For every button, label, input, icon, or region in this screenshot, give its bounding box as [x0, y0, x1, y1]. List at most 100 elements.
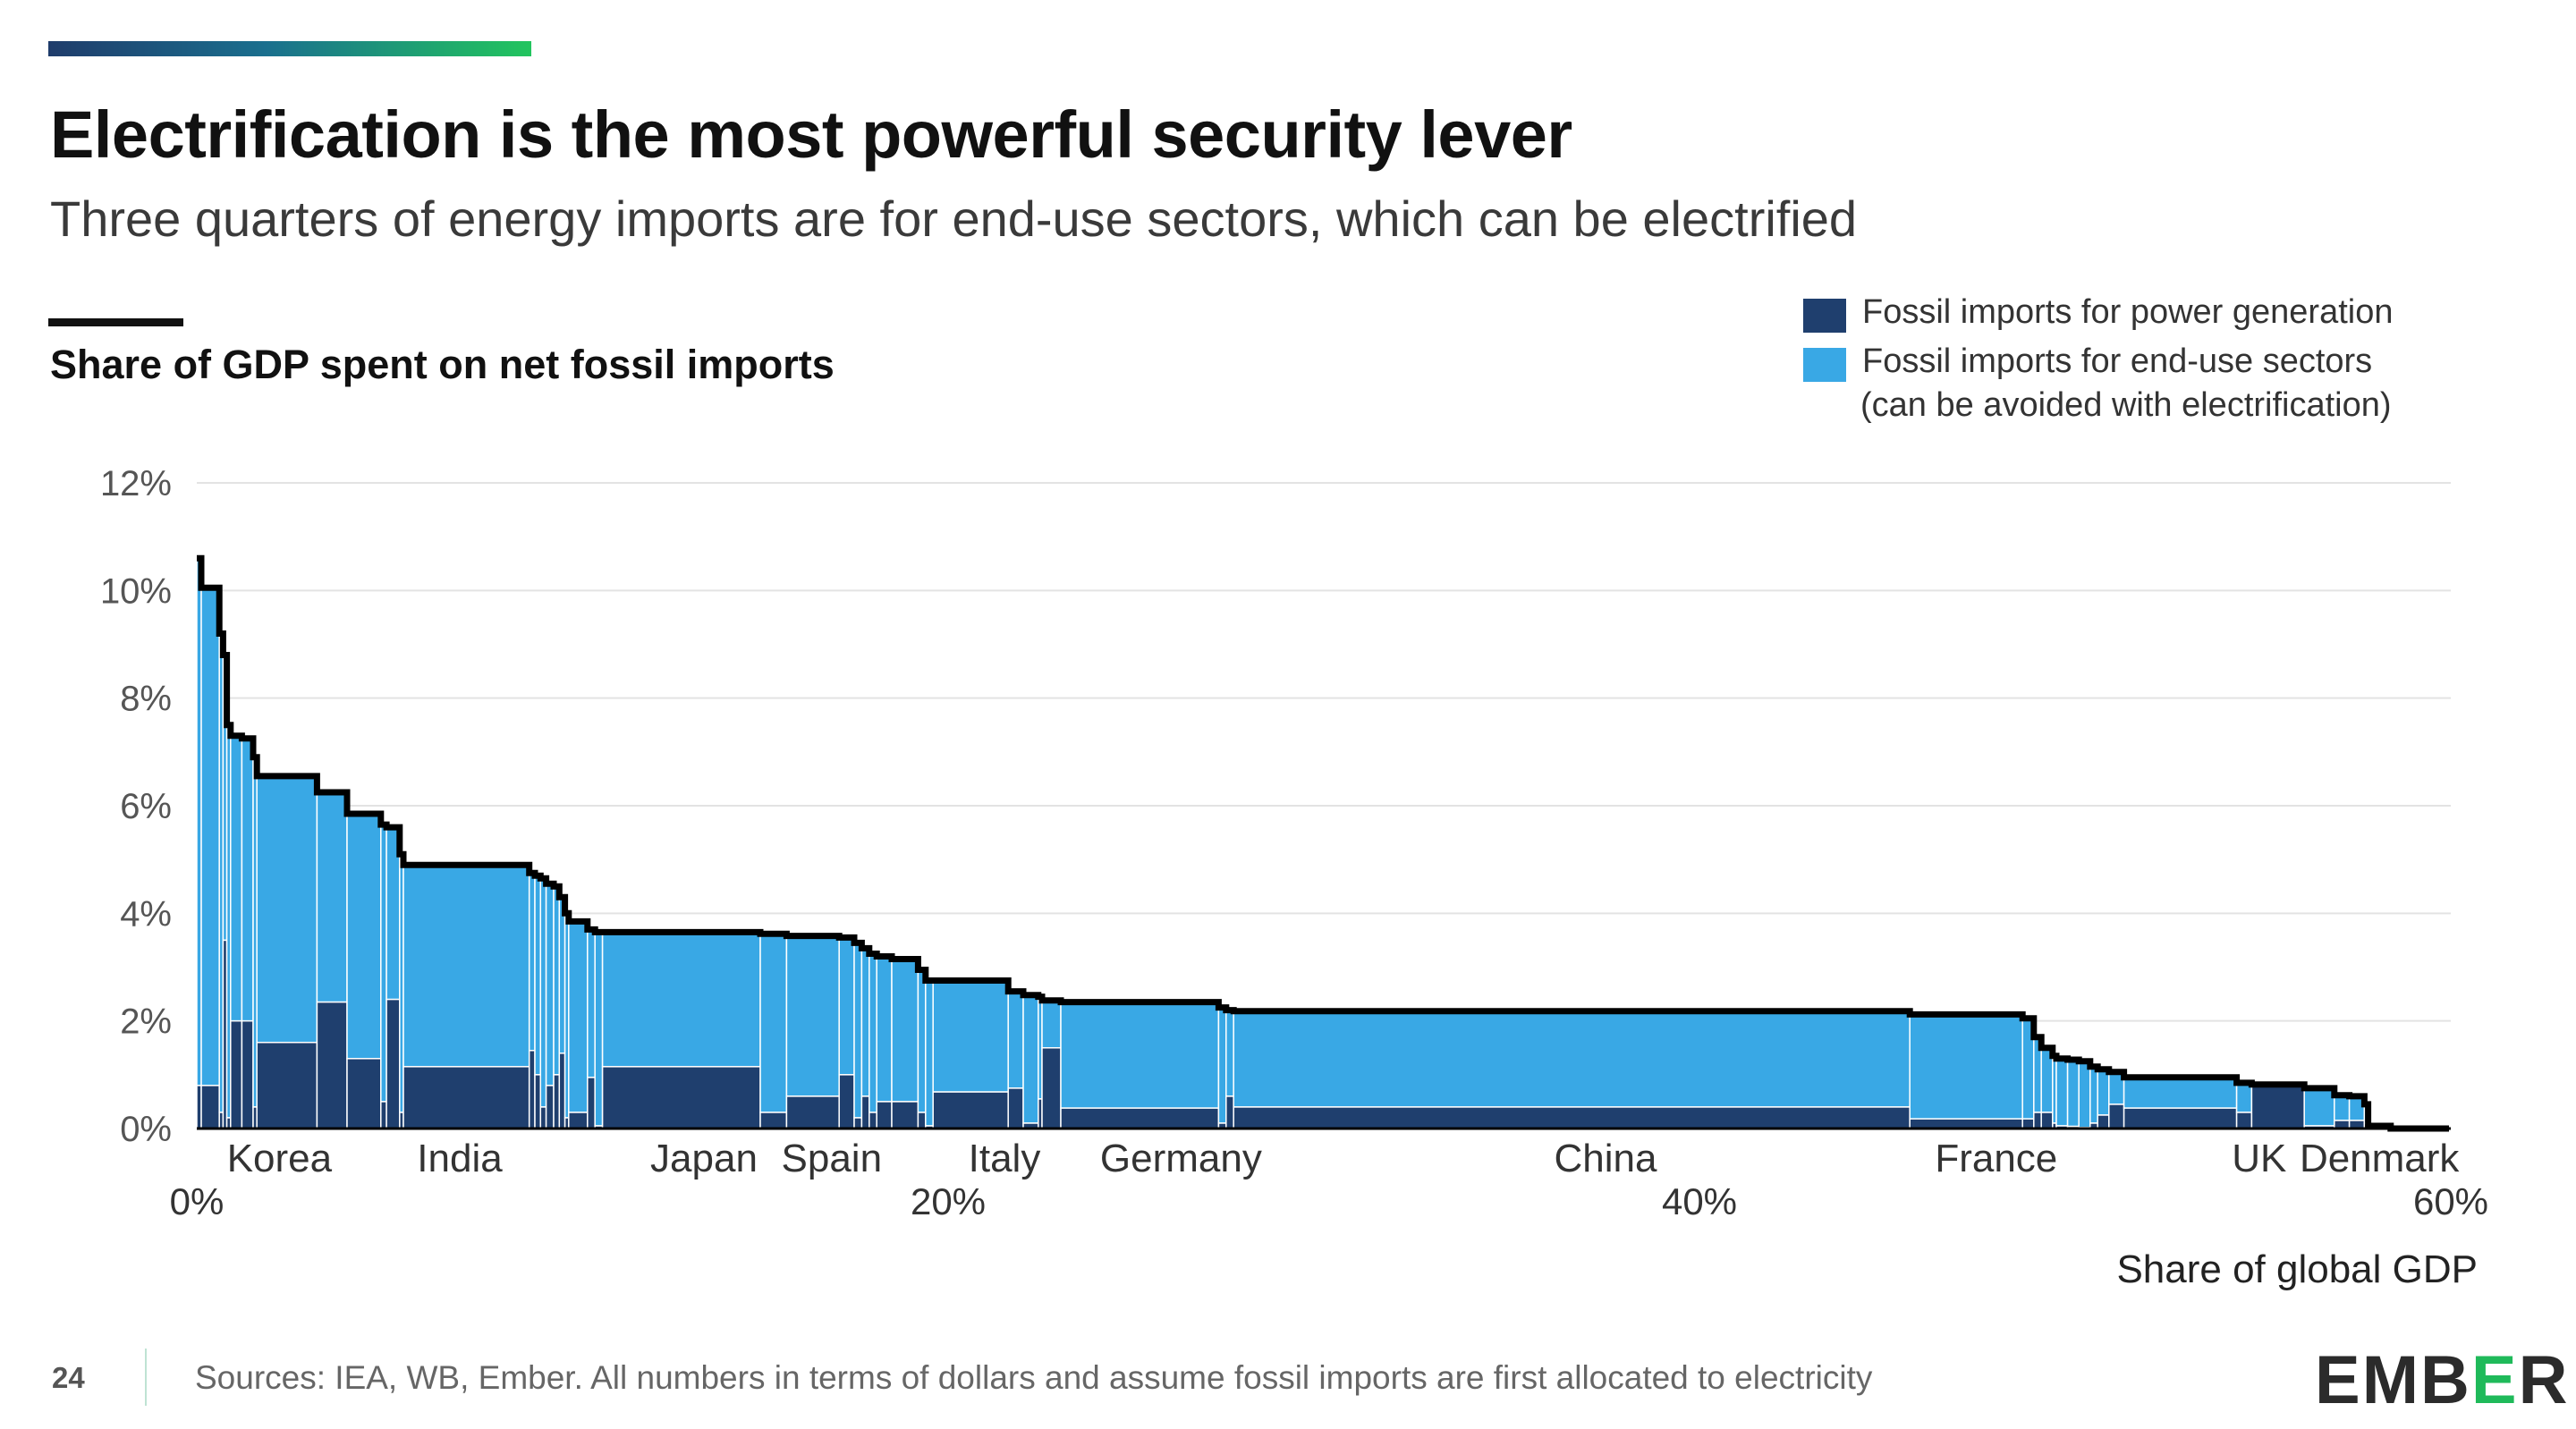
legend-label-enduse: Fossil imports for end-use sectors [1862, 342, 2373, 380]
bar-enduse [558, 896, 566, 1054]
bar-power [241, 1019, 254, 1129]
bar-enduse [853, 942, 863, 1119]
legend-swatch-power [1803, 299, 1846, 333]
bar-power [587, 1077, 596, 1129]
bar-enduse [241, 738, 254, 1022]
bar-enduse [838, 936, 855, 1076]
bar-power [876, 1101, 893, 1129]
bar-power [316, 1001, 348, 1129]
total-outline [197, 554, 2449, 1132]
bar-enduse [534, 875, 542, 1076]
bar-enduse [1217, 1006, 1227, 1124]
bar-power [1007, 1087, 1024, 1129]
y-tick-label: 6% [120, 787, 172, 826]
bar-power [2250, 1086, 2305, 1129]
bar-enduse [1225, 1009, 1234, 1097]
logo-accent-letter: E [2470, 1342, 2519, 1418]
bar-enduse [587, 928, 596, 1078]
bar-enduse [891, 958, 919, 1103]
footer-divider [145, 1349, 147, 1406]
bar-enduse [601, 931, 761, 1068]
y-tick-label: 10% [100, 571, 172, 611]
legend-swatch-enduse [1803, 348, 1846, 382]
country-label: Spain [782, 1137, 883, 1180]
bar-power [601, 1066, 761, 1129]
logo-text-left: EMB [2315, 1342, 2471, 1418]
y-tick-label: 12% [100, 464, 172, 503]
bar-power [200, 1085, 220, 1129]
bar-power [230, 1019, 243, 1129]
bar-enduse [402, 864, 530, 1068]
chart-heading: Share of GDP spent on net fossil imports [50, 342, 835, 387]
bar-enduse [2123, 1077, 2238, 1109]
bar-power [785, 1095, 840, 1129]
bar-enduse [1022, 994, 1039, 1124]
logo-text-right: R [2518, 1342, 2570, 1418]
country-label: India [417, 1137, 503, 1180]
ember-logo: EMBER [2315, 1341, 2569, 1419]
bar-power [1060, 1107, 1220, 1129]
bar-enduse [2055, 1058, 2069, 1127]
bar-power [568, 1112, 589, 1129]
y-tick-label: 8% [120, 680, 172, 719]
country-label: Japan [650, 1137, 758, 1180]
bar-power [1909, 1118, 2023, 1129]
bar-power [386, 998, 401, 1129]
bar-enduse [539, 877, 547, 1108]
bar-power [891, 1101, 919, 1129]
bar-enduse [860, 947, 870, 1097]
bar-enduse [869, 952, 877, 1113]
page-subtitle: Three quarters of energy imports are for… [50, 190, 1858, 247]
bar-power [346, 1058, 382, 1129]
bar-enduse [2078, 1061, 2091, 1129]
bar-power [759, 1112, 788, 1129]
bar-enduse [1909, 1013, 2023, 1120]
bar-power [917, 1112, 927, 1129]
bar-power [558, 1053, 566, 1129]
country-label: Korea [227, 1137, 333, 1180]
bar-enduse [346, 813, 382, 1060]
bar-enduse [759, 933, 788, 1113]
bar-power [860, 1095, 870, 1129]
bar-enduse [917, 968, 927, 1113]
bar-power [2033, 1112, 2042, 1129]
bar-power [1041, 1047, 1062, 1129]
page-number: 24 [52, 1361, 85, 1394]
bar-power [534, 1074, 542, 1129]
heading-rule [48, 318, 183, 326]
country-label: Denmark [2300, 1137, 2460, 1180]
country-label: China [1555, 1137, 1657, 1180]
x-tick-label: 20% [911, 1180, 986, 1222]
bar-power [2123, 1107, 2238, 1129]
bar-power [528, 1050, 536, 1129]
y-tick-label: 2% [120, 1002, 172, 1042]
bar-power [2021, 1118, 2035, 1129]
bar-power [256, 1041, 318, 1129]
bar-power [539, 1106, 547, 1129]
country-label: UK [2232, 1137, 2286, 1180]
legend-label-power: Fossil imports for power generation [1862, 293, 2394, 331]
bar-power [1233, 1106, 1911, 1129]
bar-enduse [1060, 1001, 1220, 1109]
bar-enduse [200, 587, 220, 1087]
bar-enduse [545, 883, 555, 1087]
x-axis-label: Share of global GDP [2116, 1247, 2478, 1291]
bar-power [380, 1101, 387, 1129]
bar-enduse [925, 979, 934, 1127]
bar-enduse [2097, 1069, 2110, 1116]
country-label: France [1935, 1137, 2057, 1180]
country-label: Germany [1100, 1137, 1262, 1180]
bar-enduse [1041, 1000, 1062, 1049]
bar-enduse [553, 885, 561, 1076]
bar-enduse [2066, 1059, 2080, 1128]
y-tick-label: 4% [120, 894, 172, 934]
bar-power [838, 1074, 855, 1129]
bar-enduse [785, 934, 840, 1097]
y-tick-label: 0% [120, 1110, 172, 1149]
bar-power [1225, 1095, 1234, 1129]
bar-power [869, 1112, 877, 1129]
bar-power [2040, 1112, 2054, 1129]
bar-enduse [528, 872, 536, 1052]
legend-note-enduse: (can be avoided with electrification) [1860, 386, 2392, 424]
country-label: Italy [969, 1137, 1041, 1180]
